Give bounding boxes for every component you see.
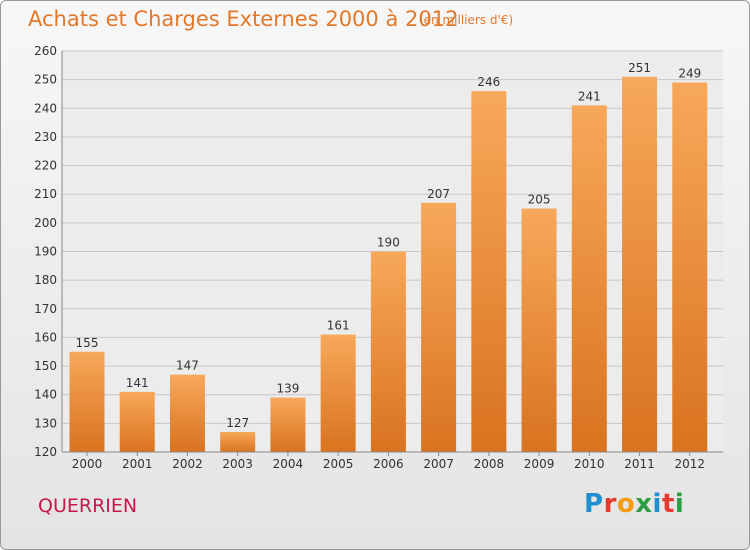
x-tick-label: 2008 <box>474 457 505 471</box>
chart-unit: (en milliers d'€) <box>419 13 514 27</box>
chart-title: Achats et Charges Externes 2000 à 2012 <box>28 7 459 31</box>
x-tick-label: 2000 <box>72 457 103 471</box>
y-tick-label: 120 <box>34 445 57 459</box>
x-tick-label: 2006 <box>373 457 404 471</box>
data-label: 241 <box>578 89 601 103</box>
logo-letter: r <box>603 489 617 519</box>
x-tick-label: 2010 <box>574 457 605 471</box>
y-tick-label: 190 <box>34 245 57 259</box>
bar <box>320 334 356 452</box>
y-tick-label: 150 <box>34 359 57 373</box>
y-tick-label: 180 <box>34 273 57 287</box>
x-tick-label: 2003 <box>222 457 253 471</box>
y-tick-label: 160 <box>34 330 57 344</box>
data-label: 205 <box>528 193 551 207</box>
y-tick-label: 250 <box>34 73 57 87</box>
data-label: 161 <box>327 319 350 333</box>
x-tick-label: 2009 <box>524 457 555 471</box>
data-label: 207 <box>427 187 450 201</box>
data-label: 246 <box>477 75 500 89</box>
y-tick-label: 200 <box>34 216 57 230</box>
proxiti-logo: Proxiti <box>584 489 684 519</box>
logo-letter: P <box>584 489 604 519</box>
logo-letter: t <box>661 489 675 519</box>
bar <box>270 397 306 452</box>
data-label: 251 <box>628 61 651 75</box>
x-tick-label: 2005 <box>323 457 354 471</box>
bar <box>119 391 155 452</box>
bar <box>370 251 406 452</box>
bar <box>220 431 256 452</box>
y-tick-label: 170 <box>34 302 57 316</box>
logo-letter: i <box>652 489 662 519</box>
x-tick-label: 2011 <box>624 457 655 471</box>
x-tick-label: 2007 <box>423 457 454 471</box>
data-label: 127 <box>226 416 249 430</box>
y-tick-label: 260 <box>34 44 57 58</box>
logo-letter: x <box>635 489 653 519</box>
x-tick-label: 2001 <box>122 457 153 471</box>
data-label: 155 <box>76 336 99 350</box>
y-tick-label: 220 <box>34 159 57 173</box>
bar <box>521 208 557 452</box>
y-tick-label: 240 <box>34 101 57 115</box>
logo-letter: i <box>674 489 685 519</box>
data-label: 190 <box>377 236 400 250</box>
bar <box>471 91 507 452</box>
town-name: QUERRIEN <box>38 495 138 517</box>
x-tick-label: 2012 <box>674 457 705 471</box>
bar <box>622 76 658 453</box>
data-label: 141 <box>126 376 149 390</box>
bar <box>69 351 105 452</box>
y-tick-label: 210 <box>34 187 57 201</box>
x-tick-label: 2004 <box>273 457 304 471</box>
y-tick-label: 230 <box>34 130 57 144</box>
bar <box>421 202 457 452</box>
bar <box>672 82 708 452</box>
bar <box>169 374 205 452</box>
x-tick-label: 2002 <box>172 457 203 471</box>
logo-letter: o <box>616 489 636 519</box>
data-label: 139 <box>276 382 299 396</box>
data-label: 147 <box>176 359 199 373</box>
data-label: 249 <box>678 67 701 81</box>
bar <box>571 105 607 453</box>
y-tick-label: 130 <box>34 416 57 430</box>
y-tick-label: 140 <box>34 388 57 402</box>
